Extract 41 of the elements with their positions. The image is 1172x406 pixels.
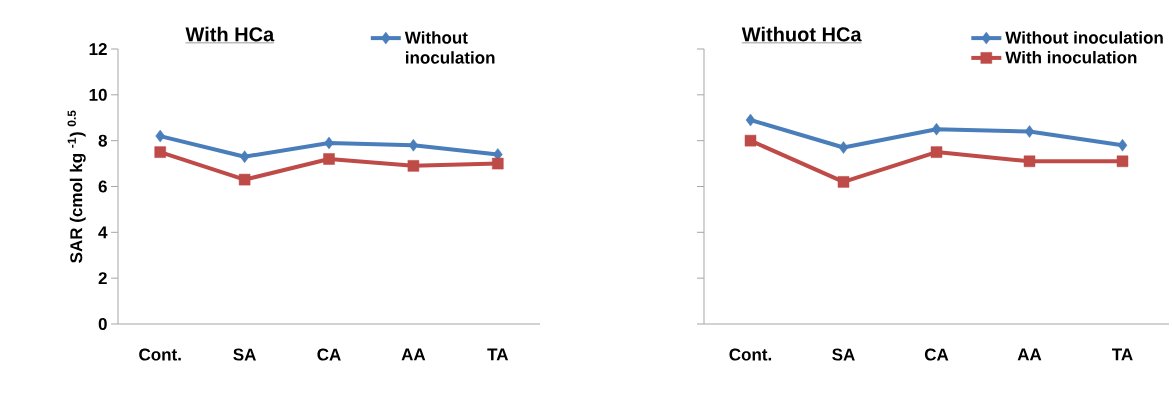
- point: [323, 153, 335, 165]
- x-tick-label: SA: [832, 348, 855, 361]
- y-tick-label: 10: [89, 88, 107, 101]
- legend-label: With inoculation: [1005, 51, 1137, 64]
- point: [1116, 155, 1129, 168]
- chart-title: Withuot HCa: [741, 26, 862, 42]
- point: [154, 146, 166, 158]
- legend-label: Without inoculation: [1005, 31, 1163, 44]
- x-tick-label: CA: [317, 348, 341, 361]
- y-tick-label: 12: [89, 43, 107, 55]
- point: [930, 146, 943, 158]
- x-tick-label: SA: [233, 348, 256, 361]
- x-tick-label: Cont.: [139, 348, 181, 361]
- point: [1023, 155, 1036, 168]
- x-tick-label: TA: [1111, 348, 1133, 361]
- point: [931, 122, 942, 136]
- point: [238, 173, 251, 186]
- point: [239, 150, 250, 163]
- y-tick-label: 0: [98, 317, 107, 331]
- point: [838, 141, 849, 154]
- y-tick-label: 8: [98, 134, 107, 147]
- point: [407, 160, 420, 172]
- point: [324, 136, 334, 150]
- x-tick-label: TA: [487, 348, 509, 361]
- x-tick-label: Cont.: [729, 348, 772, 361]
- point: [745, 113, 756, 127]
- point: [408, 138, 419, 152]
- x-tick-label: CA: [924, 348, 949, 361]
- y-tick-label: 2: [98, 272, 107, 285]
- point: [155, 129, 165, 143]
- y-tick-label: 4: [98, 226, 108, 239]
- legend-label: Without inoculation: [404, 31, 495, 64]
- point: [492, 157, 504, 170]
- chart-title: With HCa: [185, 26, 275, 42]
- point: [744, 134, 757, 147]
- x-tick-label: AA: [401, 348, 426, 361]
- x-tick-label: AA: [1017, 348, 1042, 361]
- y-tick-label: 6: [98, 180, 107, 193]
- y-axis-title: SAR (cmol kg $^{-1}$) $^{0.5}$: [67, 110, 86, 263]
- point: [837, 176, 850, 188]
- point: [1117, 138, 1128, 152]
